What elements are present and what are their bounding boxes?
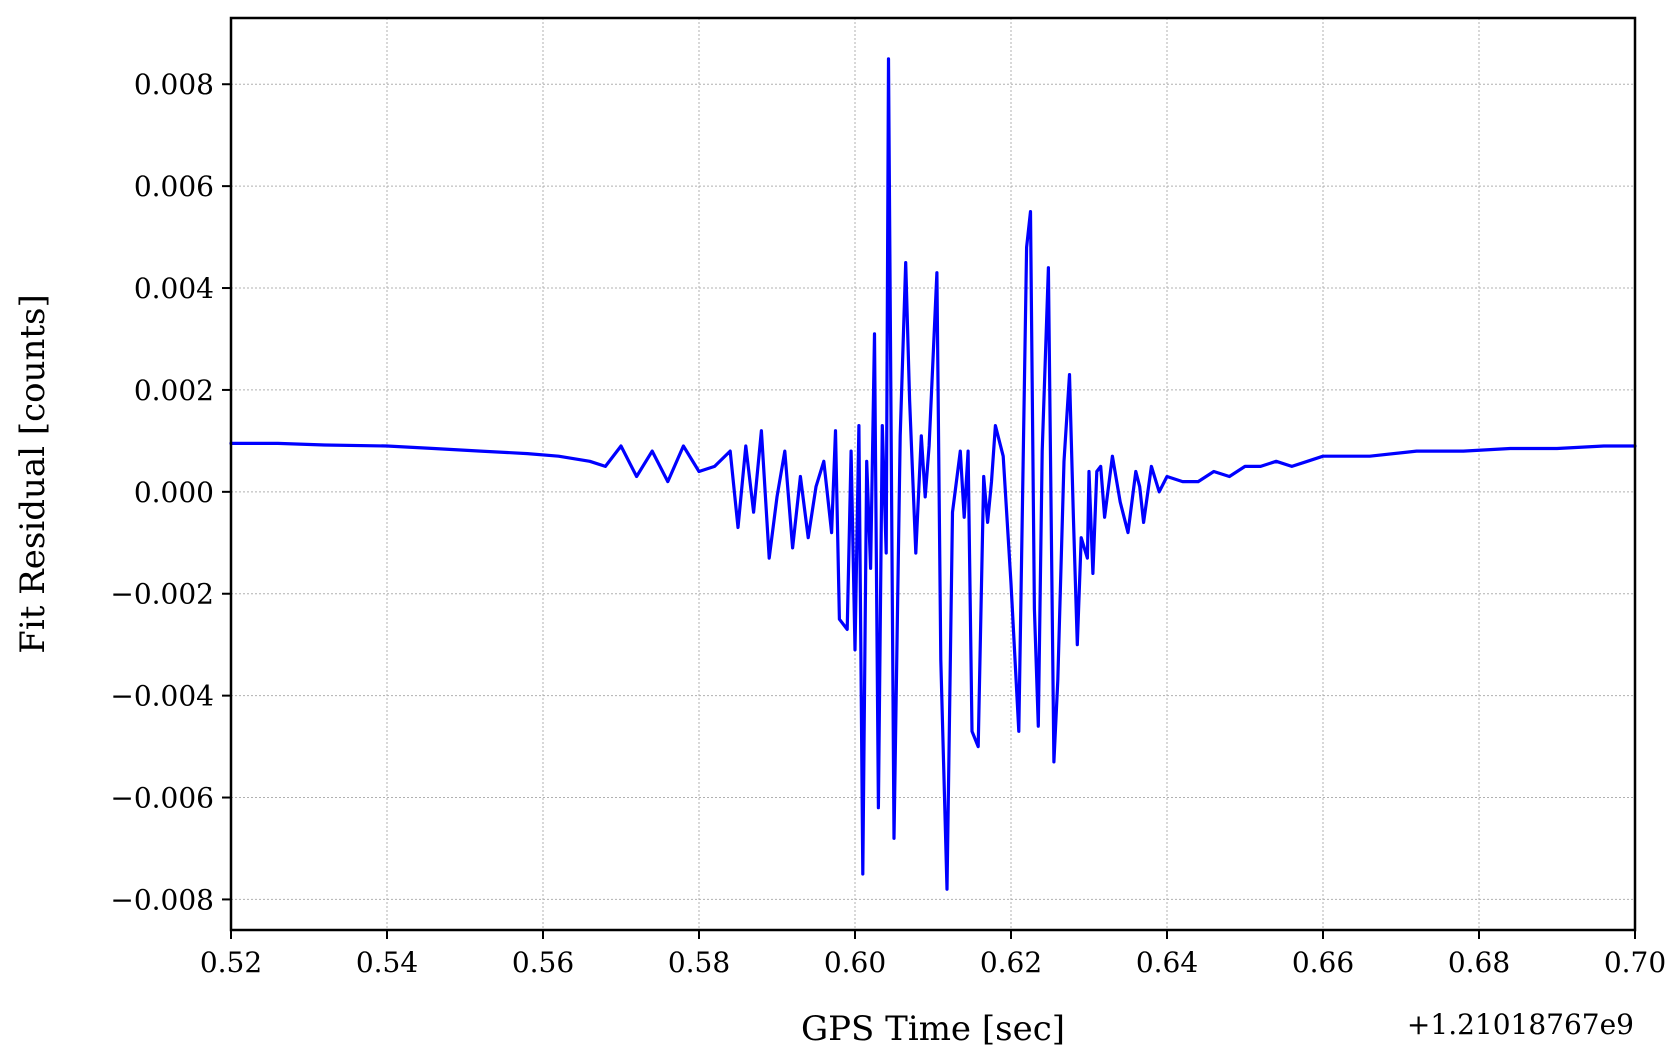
x-tick-label: 0.56 [512, 946, 574, 979]
y-tick-label: 0.006 [134, 170, 214, 203]
grid-lines [230, 18, 1636, 930]
y-tick-label: −0.002 [110, 578, 214, 611]
y-axis-ticks: −0.008 −0.006 −0.004 −0.002 0.000 0.002 0.004 0… [110, 68, 231, 916]
y-tick-label: 0.008 [134, 68, 214, 101]
x-tick-label: 0.54 [356, 946, 418, 979]
plot-frame [229, 16, 1637, 932]
y-tick-label: −0.008 [110, 883, 214, 916]
y-tick-label: 0.004 [134, 272, 214, 305]
x-tick-label: 0.52 [200, 946, 262, 979]
x-axis-offset-label: +1.21018767e9 [1407, 1008, 1634, 1041]
series-line-fit-residual [229, 57, 1637, 891]
x-axis-ticks: 0.52 0.54 0.56 0.58 0.60 0.62 0.64 0.66 0.68 0.70 [200, 930, 1666, 979]
y-tick-label: 0.002 [134, 374, 214, 407]
y-axis-label: Fit Residual [counts] [13, 294, 53, 654]
x-tick-label: 0.58 [668, 946, 730, 979]
y-tick-label: −0.004 [110, 680, 214, 713]
x-tick-label: 0.70 [1604, 946, 1666, 979]
y-tick-label: −0.006 [110, 782, 214, 815]
x-axis-label: GPS Time [sec] [801, 1009, 1065, 1049]
x-tick-label: 0.64 [1136, 946, 1198, 979]
y-tick-label: 0.000 [134, 476, 214, 509]
x-tick-label: 0.66 [1292, 946, 1354, 979]
x-tick-label: 0.60 [824, 946, 886, 979]
x-tick-label: 0.68 [1448, 946, 1510, 979]
x-tick-label: 0.62 [980, 946, 1042, 979]
